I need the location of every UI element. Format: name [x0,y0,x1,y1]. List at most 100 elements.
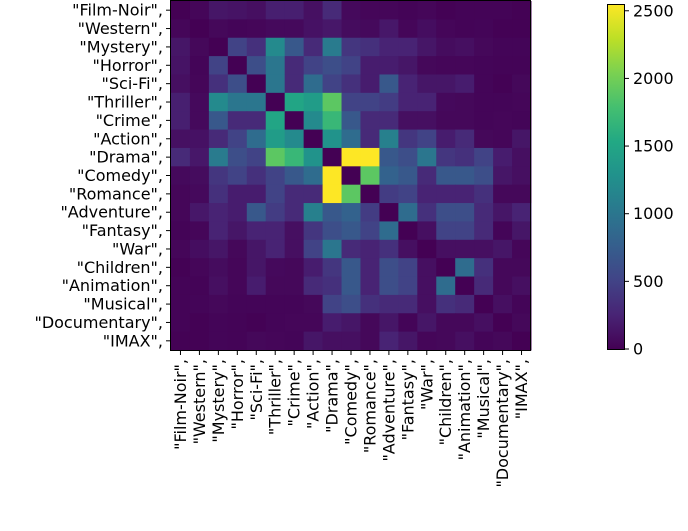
heatmap-cell [322,239,343,259]
heatmap-cell [360,184,380,204]
heatmap-cell [436,276,456,296]
heatmap-cell [455,294,475,314]
heatmap-cell [436,203,456,222]
heatmap-cell [379,239,399,259]
heatmap-cell [417,92,437,112]
heatmap-cell [322,56,343,75]
heatmap-cell [474,19,494,39]
heatmap-cell [227,203,248,222]
heatmap-cell [189,74,210,94]
heatmap-cell [398,203,418,222]
x-tick-label: "Comedy", [342,359,361,445]
colorbar-tick-label: 2500 [633,1,674,20]
heatmap-cell [303,147,324,167]
heatmap-cell [341,294,361,314]
x-tick-label: "Crime", [285,359,304,426]
heatmap-cell [303,331,324,351]
x-tick-label: "Documentary", [493,359,512,488]
heatmap-cell [303,1,324,20]
heatmap-cell [398,1,418,20]
heatmap-cell [455,1,475,20]
heatmap-cell [284,56,305,75]
heatmap-cell [303,203,324,222]
heatmap-cell [265,313,286,333]
heatmap-cell [189,239,210,259]
heatmap-cell [227,92,248,112]
heatmap-cell [360,147,380,167]
heatmap-cell [512,19,532,39]
heatmap-cell [398,258,418,278]
heatmap-cell [417,258,437,278]
heatmap-cell [493,129,513,149]
heatmap-cell [436,166,456,186]
heatmap-cell [417,166,437,186]
heatmap-cell [512,294,532,314]
heatmap-cell [455,147,475,167]
heatmap-cell [208,56,229,75]
heatmap-cell [398,74,418,94]
heatmap-cell [322,111,343,131]
colorbar-tick-label: 0 [633,340,643,359]
heatmap-cell [284,166,305,186]
heatmap-cell [246,203,267,222]
heatmap-cell [341,239,361,259]
heatmap-cell [227,221,248,241]
heatmap-cell [398,56,418,75]
heatmap-cell [303,258,324,278]
heatmap-cell [171,294,191,314]
heatmap-cell [171,331,191,351]
heatmap-cell [265,92,286,112]
heatmap-cell [246,221,267,241]
heatmap-cell [208,129,229,149]
heatmap-cell [303,19,324,39]
heatmap-cell [436,147,456,167]
heatmap-cell [436,258,456,278]
heatmap-cell [512,276,532,296]
heatmap-cell [512,166,532,186]
heatmap-cell [284,294,305,314]
heatmap-cell [246,129,267,149]
heatmap-cell [493,56,513,75]
heatmap-cell [379,1,399,20]
heatmap-cell [171,184,191,204]
heatmap-cell [171,221,191,241]
heatmap-cell [303,56,324,75]
x-axis-ticks: "Film-Noir", "Western", "Mystery", "Horror"… [171,350,531,488]
heatmap-cell [246,19,267,39]
y-tick-label: "Thriller", [87,93,163,112]
x-tick-label: "Musical", [474,359,493,439]
heatmap-cell [322,258,343,278]
heatmap-cell [474,111,494,131]
heatmap-cell [341,74,361,94]
heatmap-cell [360,313,380,333]
y-tick-label: "War", [112,239,163,258]
heatmap-cell [303,294,324,314]
x-tick-label: "Sci-Fi", [247,359,266,420]
y-tick-label: "Western", [78,19,163,38]
heatmap-cell [379,129,399,149]
heatmap-cell [436,184,456,204]
heatmap-cell [189,331,210,351]
heatmap-cell [398,37,418,57]
heatmap-cell [171,313,191,333]
heatmap-cell [398,111,418,131]
heatmap-cell [284,221,305,241]
heatmap-cell [379,19,399,39]
heatmap-cell [417,221,437,241]
heatmap-cell [455,37,475,57]
heatmap-cell [493,258,513,278]
heatmap-cell [512,258,532,278]
heatmap-cell [208,74,229,94]
heatmap-cell [341,147,361,167]
heatmap-cell [171,147,191,167]
x-tick-label: "Adventure", [379,359,398,462]
heatmap-cell [284,74,305,94]
heatmap-cell [189,1,210,20]
heatmap-cell [379,56,399,75]
heatmap-cell [227,56,248,75]
heatmap-cell [360,74,380,94]
heatmap-cell [436,37,456,57]
heatmap-cell [493,294,513,314]
heatmap-cell [493,37,513,57]
heatmap-cell [171,203,191,222]
